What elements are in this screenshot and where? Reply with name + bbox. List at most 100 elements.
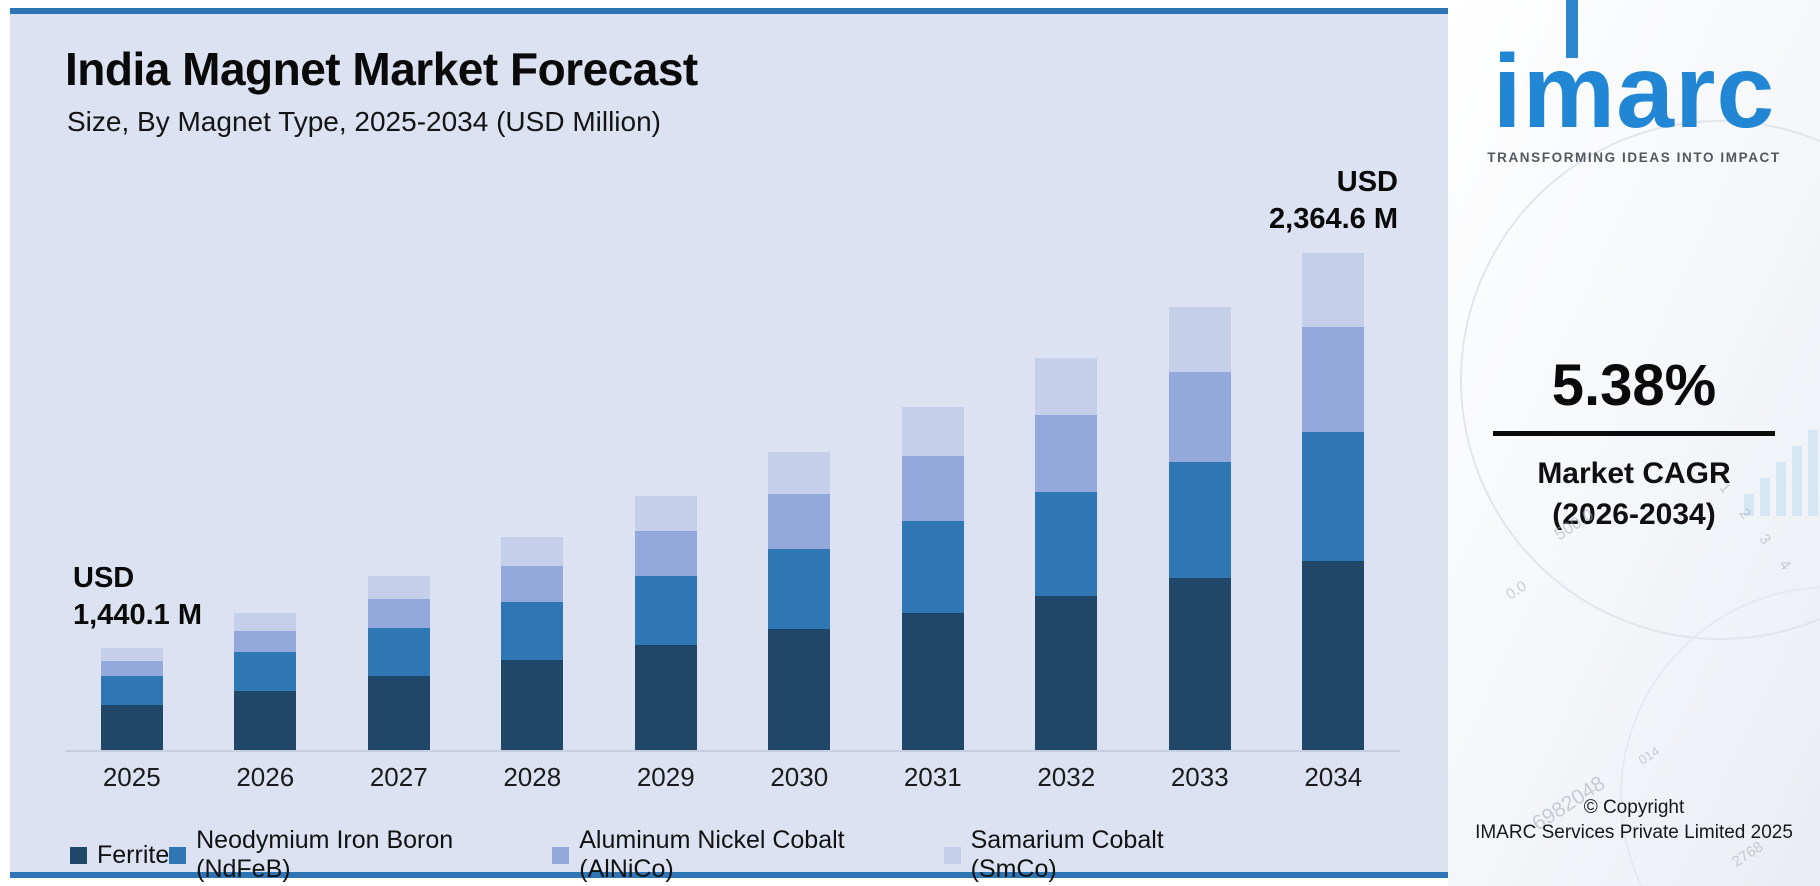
legend-label-aluminum-nickel-cobalt-alnico: Aluminum Nickel Cobalt (AlNiCo) xyxy=(579,826,845,883)
bar-slot-2027 xyxy=(332,197,466,750)
bar-slot-2033 xyxy=(1133,197,1267,750)
page-subtitle: Size, By Magnet Type, 2025-2034 (USD Mil… xyxy=(67,106,661,137)
x-axis-label-2034: 2034 xyxy=(1304,762,1363,792)
annotation-first-line1: USD xyxy=(73,561,135,594)
stacked-bar-2032 xyxy=(1035,357,1098,750)
segment-ferrite-2029 xyxy=(634,645,697,750)
annotation-last-line1: USD xyxy=(1336,165,1398,198)
x-axis-label-2032: 2032 xyxy=(1037,762,1096,792)
legend-swatch-aluminum-nickel-cobalt-alnico xyxy=(552,846,570,864)
x-axis-label-2027: 2027 xyxy=(369,762,428,792)
annotation-last-total: USD 2,364.6 M xyxy=(1269,164,1398,238)
chart-card: India Magnet Market Forecast Size, By Ma… xyxy=(10,8,1448,883)
x-axis-label-2029: 2029 xyxy=(636,762,695,792)
segment-aluminum-nickel-cobalt-alnico-2026 xyxy=(234,630,297,653)
mini-bar-chart-decoration xyxy=(1744,430,1818,516)
x-axis-label-2025: 2025 xyxy=(102,762,161,792)
legend-item-samarium-cobalt-smco: Samarium Cobalt (SmCo) xyxy=(943,826,1255,884)
segment-ferrite-2028 xyxy=(501,660,564,750)
stacked-bar-2033 xyxy=(1168,306,1231,750)
segment-samarium-cobalt-smco-2032 xyxy=(1035,357,1098,416)
cagr-block: 5.38% Market CAGR (2026-2034) xyxy=(1448,352,1820,535)
segment-ferrite-2027 xyxy=(367,675,430,750)
stacked-bar-2031 xyxy=(901,406,964,751)
annotation-last-line2: 2,364.6 M xyxy=(1269,202,1398,235)
segment-aluminum-nickel-cobalt-alnico-2030 xyxy=(768,494,831,549)
bar-slot-2028 xyxy=(466,197,600,750)
stacked-bar-2026 xyxy=(234,612,297,750)
imarc-logo: imarc xyxy=(1492,34,1776,150)
stacked-bar-2029 xyxy=(634,495,697,750)
legend-label-neodymium-iron-boron-ndfeb: Neodymium Iron Boron (NdFeB) xyxy=(196,826,454,883)
segment-neodymium-iron-boron-ndfeb-2030 xyxy=(768,548,831,629)
segment-neodymium-iron-boron-ndfeb-2028 xyxy=(501,602,564,661)
bar-slot-2032 xyxy=(1000,197,1134,750)
segment-aluminum-nickel-cobalt-alnico-2028 xyxy=(501,566,564,603)
legend-label-ferrite: Ferrite xyxy=(97,840,170,869)
segment-ferrite-2025 xyxy=(100,704,163,750)
bar-slot-2026 xyxy=(199,197,333,750)
segment-aluminum-nickel-cobalt-alnico-2027 xyxy=(367,599,430,628)
segment-neodymium-iron-boron-ndfeb-2026 xyxy=(234,652,297,691)
segment-samarium-cobalt-smco-2034 xyxy=(1302,252,1365,328)
segment-neodymium-iron-boron-ndfeb-2033 xyxy=(1168,462,1231,579)
segment-aluminum-nickel-cobalt-alnico-2025 xyxy=(100,660,163,677)
x-axis-label-2033: 2033 xyxy=(1170,762,1229,792)
cagr-value: 5.38% xyxy=(1551,353,1717,418)
segment-aluminum-nickel-cobalt-alnico-2031 xyxy=(901,455,964,521)
segment-samarium-cobalt-smco-2029 xyxy=(634,495,697,532)
bar-slot-2029 xyxy=(599,197,733,750)
segment-samarium-cobalt-smco-2027 xyxy=(367,575,430,600)
cagr-divider xyxy=(1493,431,1775,436)
legend-swatch-neodymium-iron-boron-ndfeb xyxy=(169,846,187,864)
segment-samarium-cobalt-smco-2026 xyxy=(234,612,297,631)
segment-samarium-cobalt-smco-2025 xyxy=(100,647,163,661)
stacked-bar-2027 xyxy=(367,575,430,750)
segment-samarium-cobalt-smco-2033 xyxy=(1168,306,1231,373)
segment-neodymium-iron-boron-ndfeb-2034 xyxy=(1302,431,1365,562)
side-panel: imarc TRANSFORMING IDEAS INTO IMPACT 5.3… xyxy=(1448,0,1820,886)
cagr-label: Market CAGR xyxy=(1537,457,1731,490)
segment-aluminum-nickel-cobalt-alnico-2034 xyxy=(1302,327,1365,432)
logo-block: imarc TRANSFORMING IDEAS INTO IMPACT xyxy=(1448,40,1820,165)
segment-ferrite-2030 xyxy=(768,628,831,750)
segment-neodymium-iron-boron-ndfeb-2025 xyxy=(100,676,163,705)
copyright: © Copyright IMARC Services Private Limit… xyxy=(1448,797,1820,844)
segment-ferrite-2034 xyxy=(1302,561,1365,750)
x-axis-label-2028: 2028 xyxy=(503,762,562,792)
segment-neodymium-iron-boron-ndfeb-2032 xyxy=(1035,492,1098,596)
segment-ferrite-2031 xyxy=(901,612,964,750)
x-axis-label-2030: 2030 xyxy=(770,762,829,792)
segment-neodymium-iron-boron-ndfeb-2031 xyxy=(901,520,964,613)
x-axis-label-2031: 2031 xyxy=(903,762,962,792)
segment-neodymium-iron-boron-ndfeb-2027 xyxy=(367,627,430,676)
x-axis-labels: 2025 2026 2027 2028 2029 2030 2031 2032 2033 2034 xyxy=(65,762,1400,793)
segment-ferrite-2032 xyxy=(1035,595,1098,750)
legend-label-samarium-cobalt-smco: Samarium Cobalt (SmCo) xyxy=(970,826,1164,883)
segment-ferrite-2033 xyxy=(1168,578,1231,750)
legend-item-ferrite: Ferrite xyxy=(70,841,169,870)
legend-swatch-ferrite xyxy=(70,846,87,864)
segment-samarium-cobalt-smco-2030 xyxy=(768,452,831,495)
stacked-bar-2030 xyxy=(768,452,831,750)
segment-aluminum-nickel-cobalt-alnico-2032 xyxy=(1035,415,1098,493)
stacked-bar-2034 xyxy=(1302,252,1365,750)
segment-aluminum-nickel-cobalt-alnico-2029 xyxy=(634,531,697,577)
bar-slot-2034 xyxy=(1267,197,1401,750)
segment-samarium-cobalt-smco-2028 xyxy=(501,536,564,567)
logo-tagline: TRANSFORMING IDEAS INTO IMPACT xyxy=(1487,150,1781,165)
copyright-line1: © Copyright xyxy=(1583,797,1685,818)
legend-swatch-samarium-cobalt-smco xyxy=(943,846,961,864)
cagr-period: (2026-2034) xyxy=(1552,497,1716,531)
legend: Ferrite Neodymium Iron Boron (NdFeB) Alumi… xyxy=(70,826,1255,884)
stacked-bar-2028 xyxy=(501,536,564,750)
annotation-first-total: USD 1,440.1 M xyxy=(73,560,202,634)
bar-slot-2030 xyxy=(733,197,867,750)
segment-ferrite-2026 xyxy=(234,690,297,750)
plot-area: USD 1,440.1 M USD 2,364.6 M xyxy=(65,166,1401,752)
watermark-1: 0.0 xyxy=(1503,577,1530,604)
stacked-bar-2025 xyxy=(100,647,163,751)
x-axis-label-2026: 2026 xyxy=(236,762,295,792)
bar-slot-2025 xyxy=(65,197,199,750)
segment-aluminum-nickel-cobalt-alnico-2033 xyxy=(1168,372,1231,463)
